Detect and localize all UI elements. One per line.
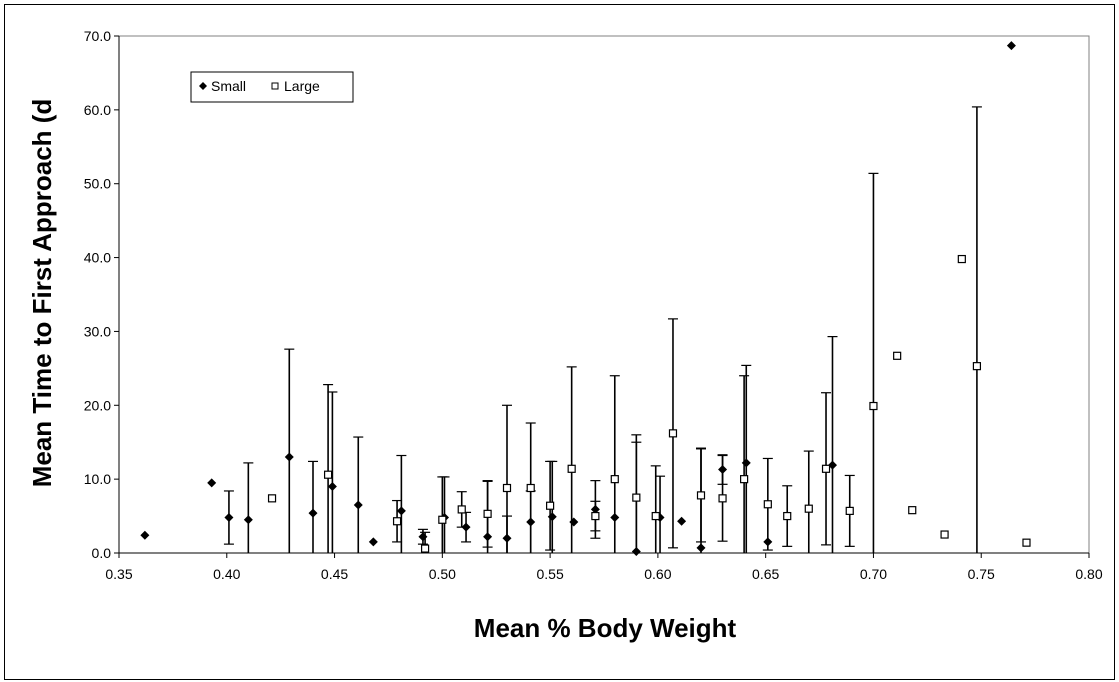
data-point-large: [483, 509, 492, 518]
x-tick-label: 0.55: [536, 566, 563, 582]
y-axis-ticks: 0.0 10.0 20.0 30.0 40.0 50.0 60.0 70.0: [84, 28, 119, 561]
data-point-large: [845, 506, 854, 516]
data-point-small: [827, 460, 837, 470]
data-point-small: [1006, 41, 1016, 51]
data-point-small: [243, 515, 253, 525]
data-point-small: [718, 465, 728, 475]
data-point-large: [591, 511, 600, 521]
data-point-small: [590, 504, 600, 514]
data-point-large: [392, 517, 402, 526]
data-point-small: [741, 458, 751, 468]
y-axis-title: Mean Time to First Approach (d: [27, 99, 57, 488]
data-point-small: [461, 522, 471, 532]
data-markers: [140, 41, 1031, 557]
data-point-large: [632, 493, 641, 502]
data-point-small: [353, 500, 363, 510]
data-point-large: [940, 530, 949, 539]
y-tick-label: 0.0: [92, 545, 112, 561]
data-point-small: [763, 537, 773, 547]
data-point-large: [804, 504, 813, 513]
data-point-large: [526, 483, 535, 493]
data-point-small: [418, 532, 428, 542]
data-point-large: [972, 362, 982, 371]
legend-label-large: Large: [284, 78, 320, 94]
data-point-large: [438, 515, 447, 524]
legend-marker-small: [199, 82, 207, 90]
data-point-large: [502, 483, 512, 493]
data-point-small: [631, 547, 641, 557]
data-point-small: [502, 533, 512, 543]
y-tick-label: 70.0: [84, 28, 111, 44]
data-point-large: [763, 500, 772, 509]
data-point-large: [740, 475, 749, 484]
data-point-large: [267, 494, 277, 503]
legend: Small Large: [190, 71, 354, 103]
data-point-small: [610, 513, 620, 523]
x-tick-label: 0.45: [321, 566, 348, 582]
data-point-small: [483, 532, 493, 542]
scatter-chart: 0.35 0.40 0.45 0.50 0.55 0.60 0.65 0.70 0.75 0.80…: [27, 28, 1103, 643]
data-point-small: [396, 506, 406, 516]
data-point-large: [610, 475, 619, 484]
data-point-small: [547, 512, 557, 522]
data-point-large: [718, 494, 727, 503]
data-point-small: [327, 482, 337, 492]
x-axis-ticks: 0.35 0.40 0.45 0.50 0.55 0.60 0.65 0.70 0.75 0.80: [105, 553, 1103, 582]
x-tick-label: 0.35: [105, 566, 132, 582]
data-point-large: [908, 506, 917, 515]
data-point-large: [957, 254, 966, 264]
data-point-large: [567, 464, 576, 473]
y-tick-label: 40.0: [84, 250, 111, 266]
y-tick-label: 20.0: [84, 397, 111, 413]
data-point-large: [457, 505, 466, 514]
y-tick-label: 50.0: [84, 176, 111, 192]
x-tick-label: 0.70: [860, 566, 887, 582]
x-tick-label: 0.40: [213, 566, 240, 582]
y-tick-label: 60.0: [84, 102, 111, 118]
legend-label-small: Small: [211, 78, 246, 94]
data-point-large: [783, 511, 792, 521]
data-point-small: [569, 517, 579, 527]
data-point-small: [308, 508, 318, 518]
data-point-small: [368, 537, 378, 547]
data-point-large: [821, 464, 831, 473]
y-tick-label: 10.0: [84, 471, 111, 487]
data-point-small: [526, 517, 536, 527]
chart-frame: 0.35 0.40 0.45 0.50 0.55 0.60 0.65 0.70 0.75 0.80…: [4, 4, 1115, 680]
data-point-small: [677, 516, 687, 526]
data-point-large: [651, 511, 660, 521]
data-point-small: [207, 478, 217, 488]
data-point-small: [696, 543, 706, 553]
data-point-large: [696, 491, 706, 500]
x-tick-label: 0.75: [968, 566, 995, 582]
data-point-large: [893, 351, 902, 360]
x-tick-label: 0.80: [1075, 566, 1102, 582]
x-axis-title: Mean % Body Weight: [474, 613, 737, 643]
x-tick-label: 0.50: [429, 566, 456, 582]
data-point-small: [284, 452, 294, 462]
plot-area: [118, 35, 1090, 554]
x-tick-label: 0.60: [644, 566, 671, 582]
y-tick-label: 30.0: [84, 323, 111, 339]
data-point-small: [140, 530, 150, 540]
data-point-large: [323, 470, 333, 479]
data-point-small: [224, 513, 234, 523]
legend-marker-large: [271, 82, 279, 90]
data-point-large: [869, 401, 878, 411]
data-point-large: [668, 429, 678, 438]
data-point-large: [1022, 538, 1031, 547]
data-point-large: [546, 501, 555, 510]
data-point-large: [420, 544, 430, 553]
x-tick-label: 0.65: [752, 566, 779, 582]
